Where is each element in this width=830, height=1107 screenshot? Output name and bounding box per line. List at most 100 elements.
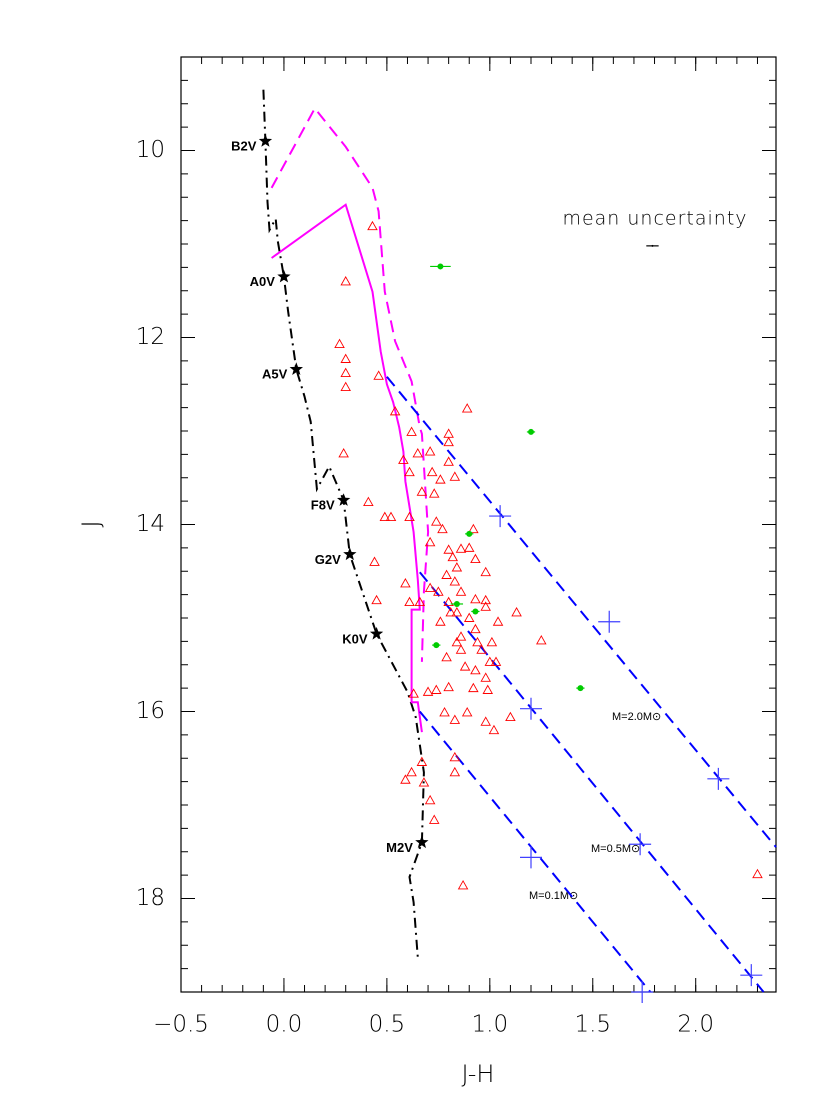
plus-point [598,610,621,633]
plus-point [520,697,542,720]
triangle-point [400,577,411,588]
point-label: K0V [342,631,368,646]
x-tick-label: 0.0 [266,1012,303,1038]
star-point [289,362,303,375]
annotation: mean uncertainty [562,208,747,230]
triangle-point [482,684,494,694]
triangle-point [470,623,481,634]
triangle-point [369,556,380,566]
point-label: G2V [315,552,341,567]
triangle-point [449,766,461,777]
triangle-point [404,596,415,607]
point-group: B2V A0V A5V F8V G2V K0V M2V [231,134,429,855]
circle-point [472,608,479,615]
circle-point [433,642,440,649]
triangle-point [484,656,496,666]
triangle-point [488,724,500,735]
triangle-point [406,426,417,436]
triangle-point [486,636,498,647]
triangle-point [433,586,444,596]
line-series [386,376,777,848]
triangle-point [379,511,391,521]
triangle-point [443,544,454,554]
annotation: M=2.0M⊙ [612,711,661,723]
triangle-point [505,711,516,722]
triangle-point [340,367,351,377]
triangle-point [441,569,452,579]
point-label: A5V [262,367,288,382]
plot-frame [180,56,777,993]
triangle-point [480,716,491,726]
annotation: M=0.5M⊙ [591,843,640,855]
star-point [343,547,357,561]
triangle-point [451,606,463,617]
triangle-point [371,594,382,605]
triangle-point [490,656,502,666]
triangle-point [480,566,491,577]
line-series [262,89,425,958]
x-tick-label: 1.5 [574,1012,611,1038]
point-label: M2V [386,840,413,855]
line-series [270,106,430,662]
x-tick-label: 1.0 [472,1012,509,1038]
triangle-point [418,777,430,787]
triangle-point [373,370,384,380]
triangle-point [449,471,461,481]
triangle-point [400,774,411,784]
line-series [419,571,765,993]
triangle-point [480,672,491,682]
annotation: M=0.1M⊙ [529,890,578,902]
point-label: B2V [231,139,257,154]
triangle-point [447,551,459,562]
triangle-point [470,593,481,604]
triangle-point [470,664,481,675]
triangle-point [441,651,452,662]
triangle-point [461,707,473,717]
triangle-point [459,661,471,671]
triangle-point [449,576,461,586]
triangle-point [412,448,424,458]
x-tick-label: 0.5 [369,1012,406,1038]
plus-point [740,964,763,987]
triangle-point [435,616,446,626]
star-point [369,626,384,640]
circle-point [466,530,473,537]
plus-point [631,981,654,1003]
triangle-point [428,814,440,824]
x-tick-label: 2.0 [677,1012,714,1038]
circle-point [453,600,460,607]
triangle-point [472,636,483,647]
triangle-point [443,436,454,447]
triangle-point [340,353,351,363]
triangle-point [492,616,504,626]
triangle-point [406,766,417,777]
triangle-point [424,446,436,456]
plus-point [520,846,542,869]
triangle-point [435,474,446,484]
triangle-point [416,756,428,766]
point-label: F8V [311,498,335,513]
triangle-point [449,714,461,724]
triangle-point [439,707,450,717]
triangle-point [404,466,415,477]
triangle-point [463,612,475,622]
y-tick-label: 16 [136,698,165,724]
triangle-point [443,428,454,438]
triangle-point [443,596,454,607]
circle-point [437,263,444,270]
triangle-point [424,794,436,805]
triangle-point [416,486,428,496]
y-tick-label: 12 [136,324,165,350]
triangle-point [424,536,436,547]
star-point [258,134,273,147]
triangle-point [455,586,467,596]
triangle-point [340,275,351,286]
triangle-point [468,523,479,534]
triangle-point [536,635,547,645]
triangle-point [455,543,467,553]
triangle-point [468,682,479,693]
triangle-point [340,381,351,392]
triangle-point [752,868,763,879]
